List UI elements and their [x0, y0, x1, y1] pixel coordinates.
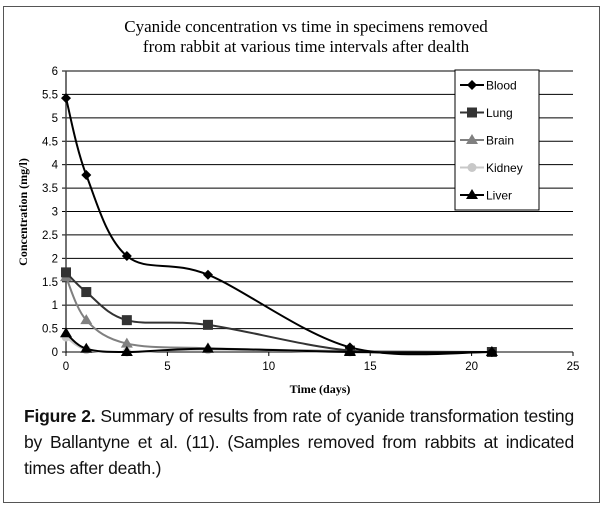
- legend-item-brain: Brain: [460, 134, 514, 148]
- legend-marker: [466, 134, 478, 144]
- data-point-lung: [61, 267, 71, 278]
- y-tick-label: 3: [52, 207, 58, 219]
- data-point-liver: [201, 342, 214, 353]
- data-point-lung: [121, 315, 132, 326]
- legend-label: Brain: [486, 134, 514, 148]
- series-blood: [61, 93, 497, 357]
- legend-label: Kidney: [486, 161, 523, 175]
- y-tick-label: 0.5: [42, 324, 58, 336]
- caption-text: Summary of results from rate of cyanide …: [24, 406, 574, 478]
- legend-marker: [467, 80, 477, 90]
- caption-label: Figure 2.: [24, 406, 96, 426]
- data-point-brain: [80, 314, 93, 325]
- y-tick-label: 2: [52, 253, 58, 265]
- data-point-lung: [81, 287, 92, 298]
- legend-item-blood: Blood: [460, 79, 517, 93]
- x-tick-label: 20: [465, 361, 478, 373]
- legend: Blood Lung Brain Kidney Liver: [454, 69, 540, 211]
- y-tick-label: 1.5: [42, 277, 58, 289]
- data-point-blood: [61, 93, 71, 104]
- data-point-liver: [60, 327, 72, 338]
- y-axis-label: Concentration (mg/l): [16, 158, 30, 266]
- y-tick-label: 6: [52, 66, 58, 78]
- chart-title-line-1: Cyanide concentration vs time in specime…: [124, 17, 488, 36]
- y-tick-label: 2.5: [42, 230, 58, 242]
- legend-item-lung: Lung: [460, 106, 513, 120]
- data-point-lung: [202, 319, 213, 330]
- y-tick-label: 1: [52, 300, 58, 312]
- legend-item-kidney: Kidney: [460, 161, 523, 175]
- x-axis-label: Time (days): [290, 382, 351, 396]
- legend-label: Blood: [486, 79, 517, 93]
- legend-label: Liver: [486, 189, 512, 203]
- legend-label: Lung: [486, 106, 513, 120]
- y-tick-label: 0: [52, 347, 58, 359]
- y-tick-label: 4: [52, 160, 59, 172]
- data-point-blood: [344, 342, 355, 353]
- x-tick-labels: 0 5 10 15 20 25: [63, 361, 580, 373]
- y-tick-label: 5: [52, 113, 58, 125]
- data-point-blood: [486, 347, 497, 357]
- data-point-brain: [120, 337, 133, 348]
- line-lung: [65, 271, 492, 354]
- data-point-blood: [121, 250, 132, 261]
- series-group: [60, 93, 498, 357]
- x-tick-label: 15: [364, 361, 377, 373]
- data-point-liver: [120, 346, 133, 356]
- y-tick-label: 3.5: [42, 183, 58, 195]
- y-tick-label: 5.5: [42, 89, 58, 101]
- y-tick-label: 4.5: [42, 136, 58, 148]
- legend-marker: [467, 107, 477, 118]
- data-point-liver: [80, 342, 93, 353]
- legend-marker: [466, 189, 478, 199]
- x-tick-label: 0: [63, 361, 69, 373]
- data-point-blood: [202, 269, 213, 280]
- x-tick-label: 25: [567, 361, 580, 373]
- y-tick-labels: 0 0.5 1 1.5 2 2.5 3 3.5 4 4.5 5 5.5 6: [42, 66, 59, 359]
- legend-item-liver: Liver: [460, 189, 512, 203]
- x-tick-label: 5: [164, 361, 170, 373]
- chart-title-line-2: from rabbit at various time intervals af…: [143, 37, 470, 56]
- data-point-blood: [81, 169, 92, 180]
- chart: Cyanide concentration vs time in specime…: [16, 17, 580, 396]
- figure-caption: Figure 2. Summary of results from rate o…: [24, 403, 574, 481]
- x-tick-label: 10: [262, 361, 275, 373]
- legend-marker: [467, 163, 477, 172]
